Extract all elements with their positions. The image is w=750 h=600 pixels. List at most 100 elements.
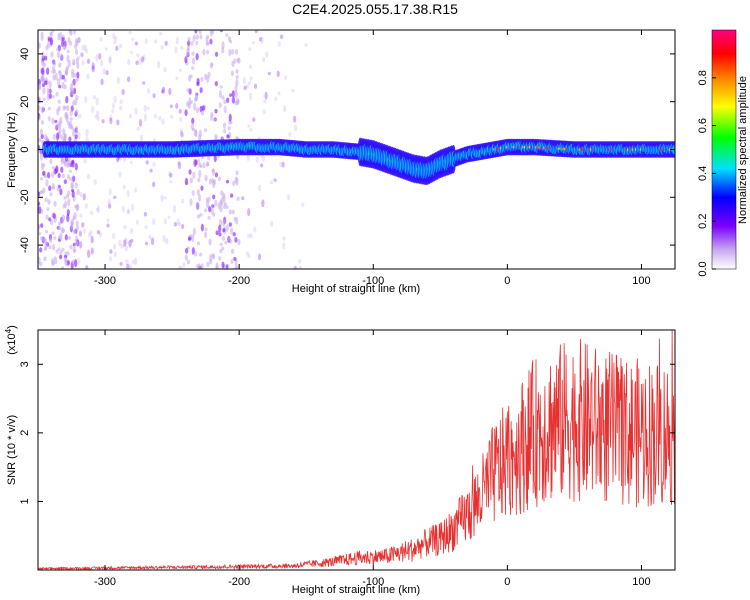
noise-point	[108, 203, 112, 209]
noise-point	[115, 45, 119, 51]
noise-point	[165, 237, 169, 245]
noise-point	[191, 190, 195, 196]
noise-point	[102, 67, 106, 76]
noise-point	[221, 95, 225, 100]
noise-point	[232, 232, 236, 237]
noise-point	[222, 228, 226, 233]
noise-point	[108, 188, 112, 196]
noise-point	[200, 110, 205, 116]
noise-point	[79, 213, 83, 218]
noise-point	[262, 155, 266, 162]
noise-point	[109, 249, 113, 254]
noise-point	[247, 233, 251, 238]
noise-point	[212, 179, 217, 186]
noise-point	[74, 259, 78, 268]
noise-point	[63, 179, 67, 185]
noise-point	[236, 196, 240, 201]
noise-point	[58, 126, 62, 135]
noise-point	[234, 266, 238, 269]
noise-point	[274, 96, 278, 102]
noise-point	[58, 84, 62, 89]
noise-point	[204, 231, 208, 239]
noise-point	[157, 60, 161, 69]
spectrogram-xlabel: Height of straight line (km)	[292, 283, 420, 295]
noise-point	[231, 96, 236, 104]
noise-point	[113, 251, 117, 258]
noise-point	[44, 55, 48, 61]
noise-point	[83, 44, 87, 52]
noise-point	[214, 199, 218, 207]
noise-point	[230, 193, 234, 198]
noise-point	[235, 69, 239, 74]
noise-point	[263, 99, 267, 104]
snr-plot	[38, 330, 675, 570]
noise-point	[58, 62, 62, 68]
noise-point	[170, 114, 174, 119]
noise-point	[38, 42, 41, 49]
xtick-label: 100	[632, 576, 650, 588]
noise-point	[235, 170, 239, 176]
noise-point	[41, 83, 46, 88]
noise-point	[129, 160, 133, 165]
noise-point	[195, 107, 200, 113]
noise-point	[293, 124, 298, 132]
noise-point	[228, 39, 233, 44]
noise-point	[51, 183, 55, 190]
noise-point	[188, 169, 192, 175]
noise-point	[168, 170, 172, 177]
noise-point	[44, 80, 48, 86]
noise-point	[218, 224, 222, 233]
noise-point	[145, 160, 149, 165]
noise-point	[59, 255, 63, 260]
noise-point	[126, 209, 130, 214]
noise-point	[56, 187, 60, 192]
noise-point	[44, 230, 49, 234]
noise-point	[98, 231, 103, 238]
noise-point	[174, 46, 178, 54]
noise-point	[160, 45, 164, 50]
noise-point	[143, 113, 148, 122]
cb-tick-label: 0.8	[697, 70, 709, 85]
noise-point	[51, 65, 56, 71]
ytick-label: 0	[19, 146, 31, 152]
noise-point	[231, 90, 235, 98]
noise-point	[249, 92, 253, 101]
noise-point	[62, 203, 66, 209]
noise-point	[179, 116, 183, 122]
noise-point	[121, 205, 125, 213]
noise-point	[119, 105, 123, 111]
noise-point	[197, 194, 202, 202]
noise-point	[40, 75, 44, 82]
noise-point	[49, 158, 53, 165]
noise-point	[231, 60, 235, 68]
noise-point	[55, 165, 59, 174]
noise-point	[42, 97, 46, 101]
noise-point	[77, 132, 81, 140]
noise-point	[95, 54, 99, 62]
noise-point	[58, 225, 62, 231]
noise-point	[203, 128, 207, 132]
noise-point	[38, 83, 42, 91]
noise-point	[113, 243, 117, 250]
noise-point	[51, 231, 55, 236]
noise-point	[130, 227, 134, 234]
noise-point	[60, 218, 65, 224]
noise-point	[39, 152, 44, 161]
noise-point	[52, 243, 56, 251]
noise-point	[49, 237, 53, 243]
noise-point	[283, 104, 287, 113]
noise-point	[237, 238, 241, 246]
noise-point	[213, 117, 217, 122]
noise-point	[83, 158, 87, 164]
noise-point	[68, 169, 72, 173]
noise-point	[139, 134, 144, 142]
noise-point	[228, 48, 232, 57]
ytick-label: 2	[19, 430, 31, 436]
noise-point	[116, 119, 120, 126]
noise-point	[70, 160, 74, 165]
noise-point	[86, 248, 90, 256]
noise-point	[200, 76, 204, 82]
noise-point	[135, 219, 139, 225]
noise-point	[67, 198, 71, 207]
